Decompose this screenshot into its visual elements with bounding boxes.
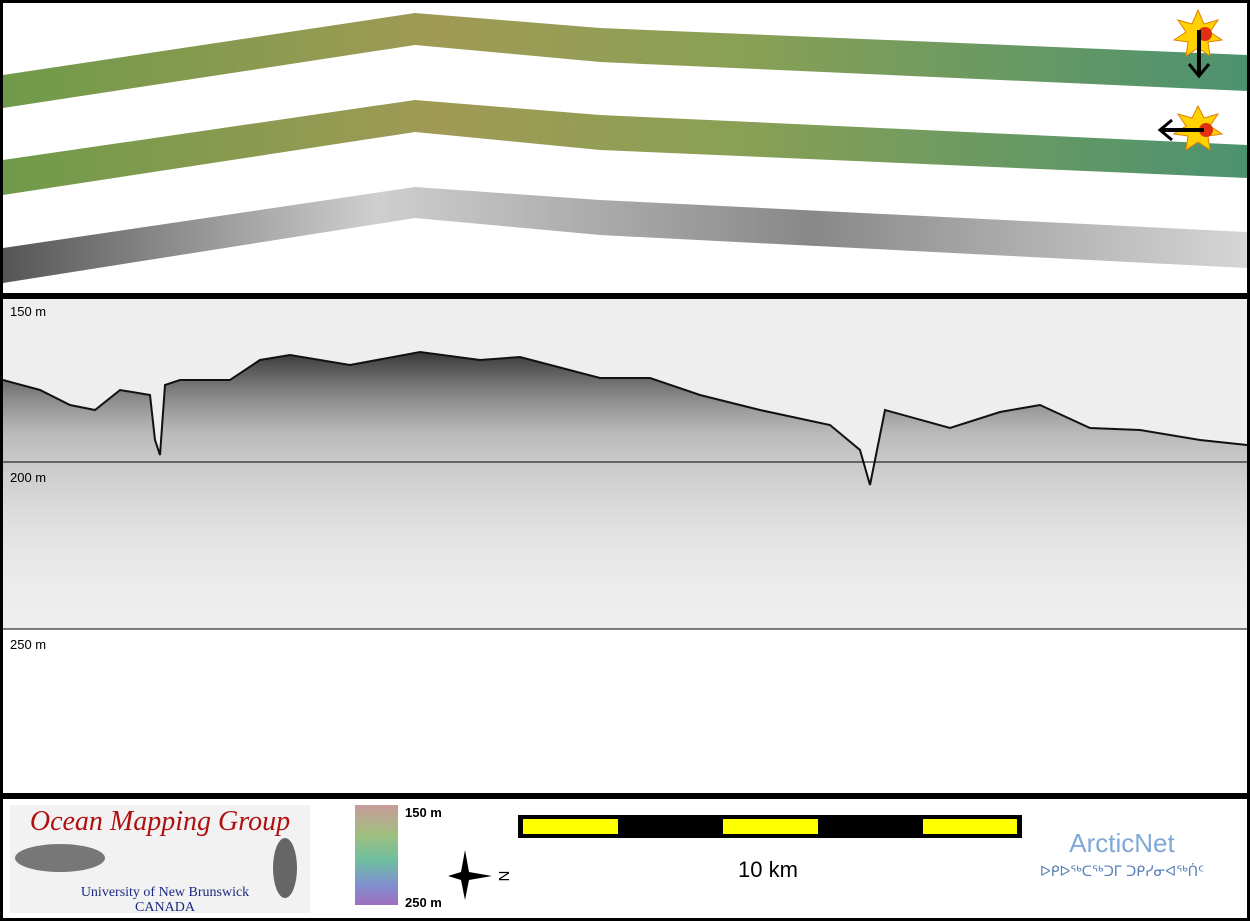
depth-label: 150 m [10, 304, 46, 319]
compass [448, 850, 492, 900]
backscatter-strip [3, 187, 1247, 283]
bathymetry-strip [3, 13, 1247, 108]
scale-segment [723, 819, 818, 834]
logo-subtitle: University of New Brunswick [81, 885, 249, 900]
logo-title: Ocean Mapping Group [30, 806, 290, 837]
sun-icon [1157, 104, 1224, 152]
scale-segment [523, 819, 618, 834]
scale-label: 10 km [738, 857, 798, 882]
echo-fill [3, 352, 1247, 629]
sun-icon [1172, 8, 1224, 79]
compass-label: N [495, 871, 512, 882]
logo-shape [15, 844, 105, 872]
scale-segment [923, 819, 1017, 834]
seabed-profile [2, 350, 1248, 486]
bathymetry-strip [3, 100, 1247, 195]
colorbar [355, 805, 398, 905]
partner-name: ArcticNet [1069, 828, 1175, 858]
partner-syllabics: ᐅᑭᐅᖅᑕᖅᑐᒥ ᑐᑭᓯᓂᐊᖅᑏᑦ [1040, 863, 1204, 880]
colorbar-label: 150 m [405, 805, 442, 820]
logo-shape [273, 838, 297, 898]
depth-label: 200 m [10, 470, 46, 485]
colorbar-label: 250 m [405, 895, 442, 910]
depth-label: 250 m [10, 637, 46, 652]
logo-country: CANADA [135, 900, 196, 915]
